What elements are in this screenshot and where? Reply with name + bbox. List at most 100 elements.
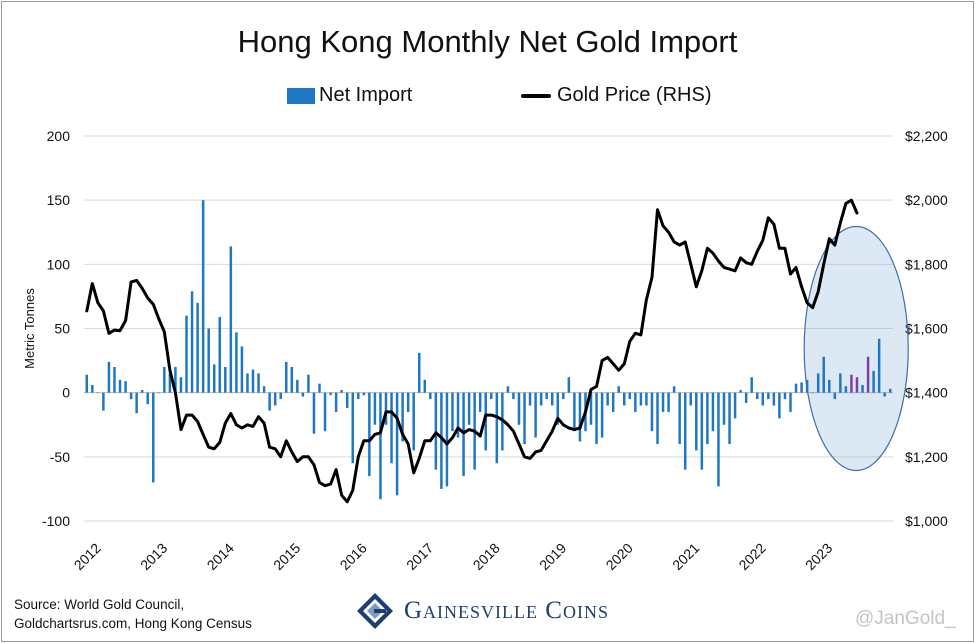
net-import-bar bbox=[628, 392, 632, 400]
net-import-bar bbox=[728, 392, 731, 444]
net-import-bar bbox=[545, 392, 548, 400]
net-import-bar bbox=[296, 379, 299, 393]
net-import-bar bbox=[534, 392, 537, 438]
y2-tick-label: $1,400 bbox=[905, 385, 948, 401]
net-import-bar bbox=[828, 379, 831, 393]
net-import-bar bbox=[135, 392, 138, 414]
net-import-bar bbox=[340, 390, 343, 393]
brand-name: Gainesville Coins bbox=[404, 597, 609, 624]
net-import-bar bbox=[307, 374, 310, 393]
gold-price-line bbox=[85, 198, 859, 504]
net-import-bar bbox=[179, 377, 183, 393]
net-import-bar bbox=[595, 392, 598, 444]
net-import-bar bbox=[683, 392, 687, 470]
net-import-bar bbox=[196, 302, 199, 393]
net-import-bar bbox=[755, 392, 759, 400]
legend-label-net-import: Net Import bbox=[319, 84, 413, 106]
net-import-bar bbox=[451, 392, 454, 432]
net-import-bar bbox=[423, 379, 427, 393]
net-import-bar bbox=[401, 392, 404, 442]
net-import-bar bbox=[611, 392, 615, 412]
net-import-bar bbox=[772, 392, 776, 406]
net-import-bar bbox=[495, 392, 499, 464]
net-import-bar bbox=[91, 384, 94, 393]
net-import-bar bbox=[667, 392, 670, 412]
net-import-bar bbox=[556, 392, 560, 425]
net-import-bar bbox=[379, 392, 382, 500]
net-import-bar bbox=[606, 392, 609, 406]
net-import-bar bbox=[883, 392, 886, 397]
net-import-bar bbox=[362, 392, 366, 396]
y-tick-label: 150 bbox=[47, 192, 71, 208]
net-import-bar bbox=[273, 392, 277, 406]
legend-label-gold-price: Gold Price (RHS) bbox=[557, 84, 712, 106]
net-import-bar bbox=[478, 392, 482, 412]
x-tick-label: 2015 bbox=[270, 540, 303, 573]
net-import-bar bbox=[96, 392, 100, 394]
net-import-bar bbox=[877, 338, 881, 393]
net-import-bar bbox=[456, 392, 460, 438]
net-import-bar bbox=[623, 392, 626, 406]
net-import-bar bbox=[645, 392, 648, 406]
x-tick-label: 2021 bbox=[669, 540, 702, 573]
net-import-bar bbox=[490, 392, 493, 400]
legend-net-import: Net Import bbox=[287, 84, 412, 107]
net-import-bar bbox=[140, 390, 144, 393]
brand-logo: Gainesville Coins bbox=[356, 592, 609, 630]
net-import-bar bbox=[523, 392, 526, 444]
net-import-bar bbox=[861, 384, 864, 393]
net-import-bar bbox=[562, 392, 565, 400]
net-import-bar bbox=[750, 377, 753, 393]
net-import-bar bbox=[800, 382, 803, 393]
x-tick-label: 2019 bbox=[536, 540, 569, 573]
net-import-bar bbox=[695, 392, 698, 451]
chart-title: Hong Kong Monthly Net Gold Import bbox=[237, 24, 738, 59]
net-import-bar bbox=[467, 392, 471, 425]
x-tick-label: 2012 bbox=[71, 540, 104, 573]
net-import-bar bbox=[528, 392, 532, 406]
x-tick-label: 2016 bbox=[337, 540, 370, 573]
net-import-bar bbox=[329, 392, 332, 396]
net-import-bar bbox=[783, 392, 787, 400]
net-import-bar bbox=[656, 392, 659, 444]
net-import-bar bbox=[722, 392, 726, 425]
net-import-bar bbox=[855, 377, 859, 393]
net-import-bar bbox=[739, 390, 742, 393]
net-import-bar bbox=[201, 200, 205, 393]
source-note: Source: World Gold Council, Goldchartsru… bbox=[14, 595, 252, 633]
net-import-bar bbox=[567, 377, 571, 393]
net-import-bar bbox=[351, 392, 354, 464]
net-import-bar bbox=[146, 392, 149, 405]
net-import-bar bbox=[888, 388, 892, 393]
x-tick-label: 2013 bbox=[137, 540, 170, 573]
net-import-bar bbox=[700, 392, 704, 470]
net-import-bar bbox=[440, 392, 443, 489]
net-import-bar bbox=[761, 392, 765, 406]
watermark-handle: @JanGold_ bbox=[855, 608, 956, 629]
net-import-bar bbox=[107, 361, 111, 393]
net-import-bar bbox=[412, 392, 415, 451]
net-import-bar bbox=[778, 392, 781, 419]
net-import-bar bbox=[617, 386, 620, 393]
net-import-bar bbox=[229, 246, 233, 393]
net-import-bar bbox=[168, 373, 172, 393]
net-import-bar bbox=[102, 392, 105, 411]
y2-tick-label: $1,800 bbox=[905, 256, 948, 272]
net-import-bar bbox=[113, 367, 116, 393]
net-import-bar bbox=[285, 361, 288, 393]
net-import-bar bbox=[744, 392, 748, 403]
net-import-bar bbox=[301, 392, 305, 397]
net-import-bar bbox=[429, 392, 432, 400]
net-import-bar bbox=[268, 392, 271, 411]
y-tick-label: 0 bbox=[62, 385, 70, 401]
net-import-bar bbox=[390, 392, 393, 464]
net-import-bar bbox=[334, 392, 338, 412]
net-import-bar bbox=[600, 392, 604, 438]
x-tick-label: 2023 bbox=[802, 540, 835, 573]
net-import-bar bbox=[866, 356, 870, 393]
y2-tick-label: $1,600 bbox=[905, 321, 948, 337]
net-import-bar bbox=[118, 379, 122, 393]
net-import-bar bbox=[290, 367, 294, 393]
legend-swatch-net-import bbox=[287, 87, 315, 104]
